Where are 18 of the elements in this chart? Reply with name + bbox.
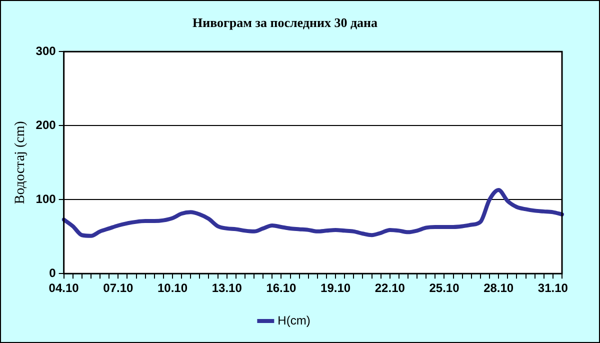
y-axis-title: Водостај (cm)	[13, 120, 28, 204]
legend-label: H(cm)	[278, 313, 310, 328]
x-tick-label: 07.10	[103, 281, 134, 296]
y-tick-label: 0	[49, 266, 56, 280]
chart-title: Нивограм за последних 30 дана	[192, 15, 378, 30]
x-tick-label: 13.10	[212, 281, 242, 296]
x-tick-label: 19.10	[320, 281, 351, 296]
x-tick-label: 22.10	[374, 281, 406, 296]
x-tick-label: 04.10	[48, 281, 80, 296]
x-tick-label: 16.10	[266, 281, 297, 296]
x-tick-label: 10.10	[158, 281, 188, 296]
y-tick-label: 100	[36, 192, 56, 206]
y-tick-label: 300	[36, 44, 56, 58]
y-tick-label: 200	[36, 118, 56, 132]
x-tick-label: 31.10	[538, 281, 568, 296]
x-tick-label: 25.10	[429, 281, 460, 296]
line-series	[62, 188, 564, 238]
x-tick-label: 28.10	[484, 281, 514, 296]
